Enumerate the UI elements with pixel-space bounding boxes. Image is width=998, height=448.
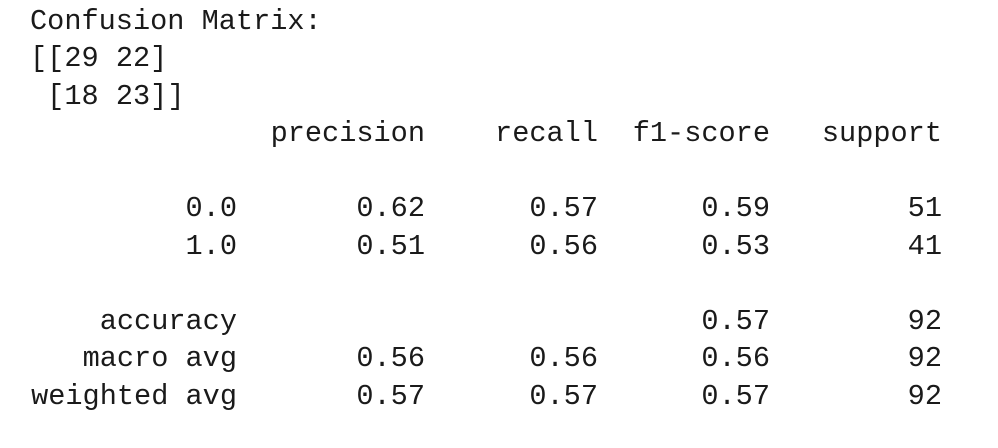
report-value: 0.57 xyxy=(701,379,770,413)
report-value: 0.57 xyxy=(529,379,598,413)
row-label: accuracy xyxy=(99,304,237,338)
report-value: 92 xyxy=(907,304,942,338)
report-value: 92 xyxy=(907,342,942,375)
row-label: macro avg xyxy=(82,342,237,375)
column-header: f1-score xyxy=(632,117,770,150)
matrix-row: [[29 22] xyxy=(30,42,168,75)
column-header: support xyxy=(821,117,942,150)
report-value: 0.59 xyxy=(701,192,770,225)
report-value: 0.56 xyxy=(356,342,425,375)
report-value: 0.62 xyxy=(356,192,425,225)
matrix-cell: 22 xyxy=(115,42,151,75)
report-value: 41 xyxy=(907,229,942,263)
report-value: 92 xyxy=(907,379,942,413)
column-header: recall xyxy=(495,117,598,150)
report-value: 0.57 xyxy=(529,192,598,225)
matrix-row: [18 23]] xyxy=(30,80,185,113)
report-value: 51 xyxy=(907,192,942,225)
matrix-cell: 29 xyxy=(64,42,99,75)
report-value: 0.51 xyxy=(356,229,425,263)
report-value: 0.57 xyxy=(701,304,770,338)
report-value: 0.56 xyxy=(529,342,598,375)
matrix-cell: 18 xyxy=(64,80,99,113)
report-value: 0.57 xyxy=(356,379,425,413)
row-label: 1.0 xyxy=(185,229,237,263)
title: Confusion Matrix: xyxy=(30,5,322,38)
column-header: precision xyxy=(270,117,425,150)
row-label: weighted avg xyxy=(31,379,237,413)
report-value: 0.56 xyxy=(529,229,598,263)
row-label: 0.0 xyxy=(185,192,237,225)
report-value: 0.56 xyxy=(701,342,770,375)
report-value: 0.53 xyxy=(701,229,770,263)
matrix-cell: 23 xyxy=(115,80,151,113)
